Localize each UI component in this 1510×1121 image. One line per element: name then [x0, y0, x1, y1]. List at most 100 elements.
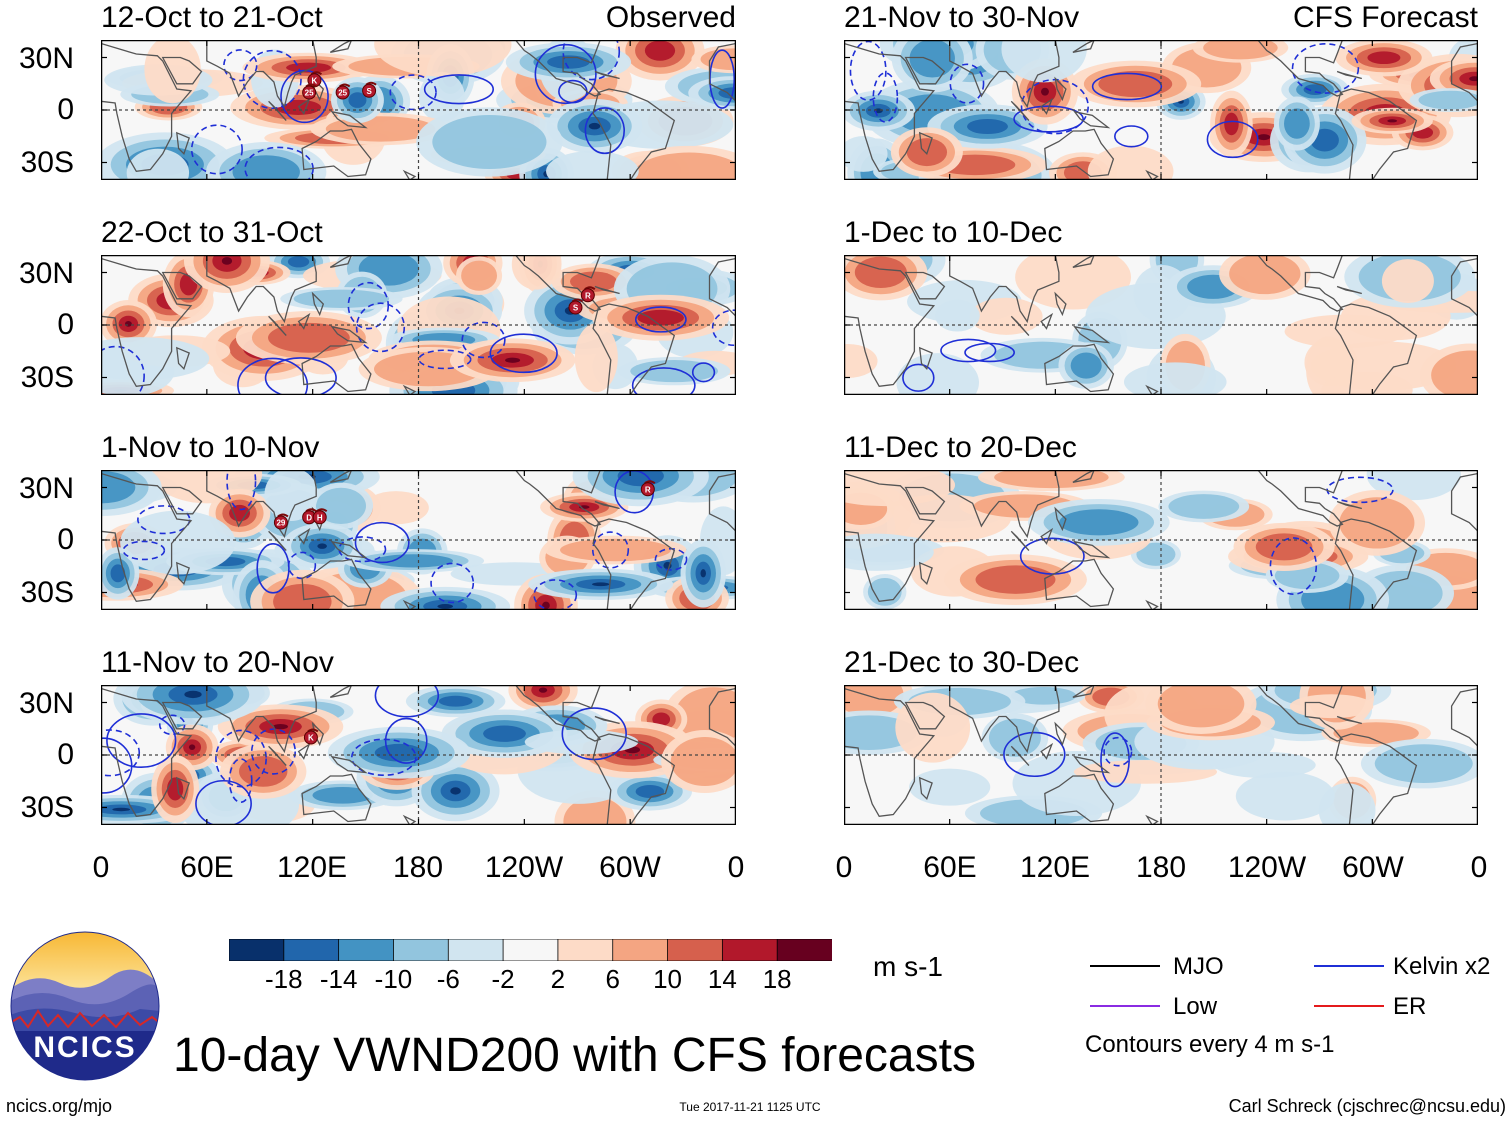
- coastline: [206, 255, 317, 324]
- colorbar: [228, 938, 833, 962]
- coastline: [330, 755, 368, 774]
- kelvin-contour: [242, 49, 302, 110]
- coastline: [1336, 70, 1362, 80]
- kelvin-contour: [1103, 736, 1133, 767]
- panel-title-4: 21-Nov to 30-Nov: [844, 1, 1080, 34]
- anomaly-blob: [670, 736, 736, 787]
- colorbar-swatch: [502, 938, 559, 962]
- lat-label-30n: 30N: [18, 257, 74, 290]
- coastline: [1044, 343, 1115, 393]
- colorbar-tick-label: -6: [436, 964, 460, 994]
- storm-marker-label: H: [317, 513, 323, 522]
- coastline: [101, 472, 193, 602]
- anomaly-blob: [588, 122, 601, 130]
- coastline: [949, 470, 1060, 539]
- anomaly-blob: [1255, 533, 1313, 561]
- kelvin-contour: [223, 49, 258, 82]
- storm-marker: [362, 83, 377, 98]
- coastline: [101, 42, 193, 172]
- storm-marker-label: S: [366, 87, 372, 96]
- anomaly-blob: [524, 729, 639, 755]
- coastline: [268, 315, 287, 336]
- legend-label-er: ER: [1393, 993, 1427, 1020]
- legend-line-er: [1314, 1005, 1384, 1007]
- anomaly-blob: [574, 323, 618, 393]
- storm-marker: [580, 288, 595, 303]
- anomaly-blob: [432, 115, 547, 170]
- storm-marker-label: D: [306, 513, 312, 522]
- coastline: [844, 687, 936, 817]
- storm-marker-label: K: [308, 734, 314, 743]
- anomaly-blob: [112, 807, 131, 812]
- kelvin-contour: [1091, 72, 1163, 101]
- coastline: [161, 486, 203, 515]
- anomaly-blob: [975, 565, 1056, 594]
- panel-title-5: 1-Dec to 10-Dec: [844, 216, 1063, 249]
- coastline: [592, 733, 676, 825]
- coastline: [101, 257, 193, 387]
- coastline: [161, 271, 203, 300]
- coastline: [1450, 687, 1478, 748]
- kelvin-contour: [1291, 43, 1360, 94]
- anomaly-blob: [563, 797, 627, 825]
- anomaly-blob: [652, 712, 671, 727]
- map-panel-4: [844, 40, 1478, 180]
- anomaly-blob: [844, 343, 878, 378]
- anomaly-blob: [1229, 255, 1301, 295]
- colorbar-swatch: [283, 938, 340, 962]
- lon-label: 60E: [180, 851, 234, 884]
- coastline: [402, 599, 417, 610]
- kelvin-contour: [256, 542, 290, 594]
- anomaly-blob: [854, 256, 907, 289]
- colorbar-swatch: [667, 938, 724, 962]
- kelvin-contour: [106, 713, 177, 769]
- anomaly-blob: [538, 687, 548, 693]
- footer-url[interactable]: ncics.org/mjo: [6, 1096, 113, 1116]
- footer-timestamp: Tue 2017-11-21 1125 UTC: [679, 1100, 821, 1114]
- coastline: [904, 701, 946, 730]
- anomaly-blob: [546, 151, 639, 180]
- anomaly-blob: [144, 40, 201, 104]
- anomaly-blob: [287, 256, 310, 268]
- anomaly-blob: [967, 118, 1008, 135]
- coastline: [1054, 291, 1067, 317]
- legend-note: Contours every 4 m s-1: [1085, 1031, 1335, 1058]
- coastline: [594, 70, 620, 80]
- coastline: [329, 255, 353, 268]
- coastline: [514, 40, 602, 97]
- coastline: [268, 530, 287, 551]
- kelvin-contour: [264, 357, 337, 395]
- anomaly-blob: [1469, 76, 1478, 82]
- coastline: [301, 343, 372, 393]
- coastline: [1044, 558, 1115, 608]
- anomaly-blob: [637, 309, 684, 326]
- coastline: [949, 40, 1060, 109]
- coastline: [844, 257, 936, 387]
- coastline: [1044, 128, 1115, 178]
- lon-label: 0: [835, 851, 853, 884]
- coastline: [329, 40, 353, 53]
- anomaly-blob: [994, 470, 1109, 489]
- map-panel-7: [844, 685, 1478, 825]
- panel-title-0: 12-Oct to 21-Oct: [101, 1, 323, 34]
- kelvin-contour: [418, 349, 472, 370]
- anomaly-blob: [632, 152, 736, 180]
- coastline: [1054, 506, 1067, 532]
- coastline: [1334, 733, 1418, 825]
- coastline: [206, 470, 317, 539]
- anomaly-blob: [1284, 108, 1310, 139]
- coastline: [1145, 814, 1159, 825]
- colorbar-tick-label: 6: [605, 964, 620, 994]
- coastline: [844, 42, 936, 172]
- anomaly-blob: [419, 71, 465, 123]
- colorbar-swatch: [393, 938, 450, 962]
- coastline: [1010, 315, 1030, 336]
- lat-label-30s: 30S: [20, 361, 74, 394]
- coastline: [101, 687, 193, 817]
- anomaly-blob: [268, 322, 350, 353]
- lat-label-30s: 30S: [20, 146, 74, 179]
- anomaly-blob: [511, 255, 561, 290]
- anomaly-blob: [1070, 352, 1102, 379]
- kelvin-contour: [711, 309, 736, 347]
- anomaly-blob: [1011, 686, 1077, 705]
